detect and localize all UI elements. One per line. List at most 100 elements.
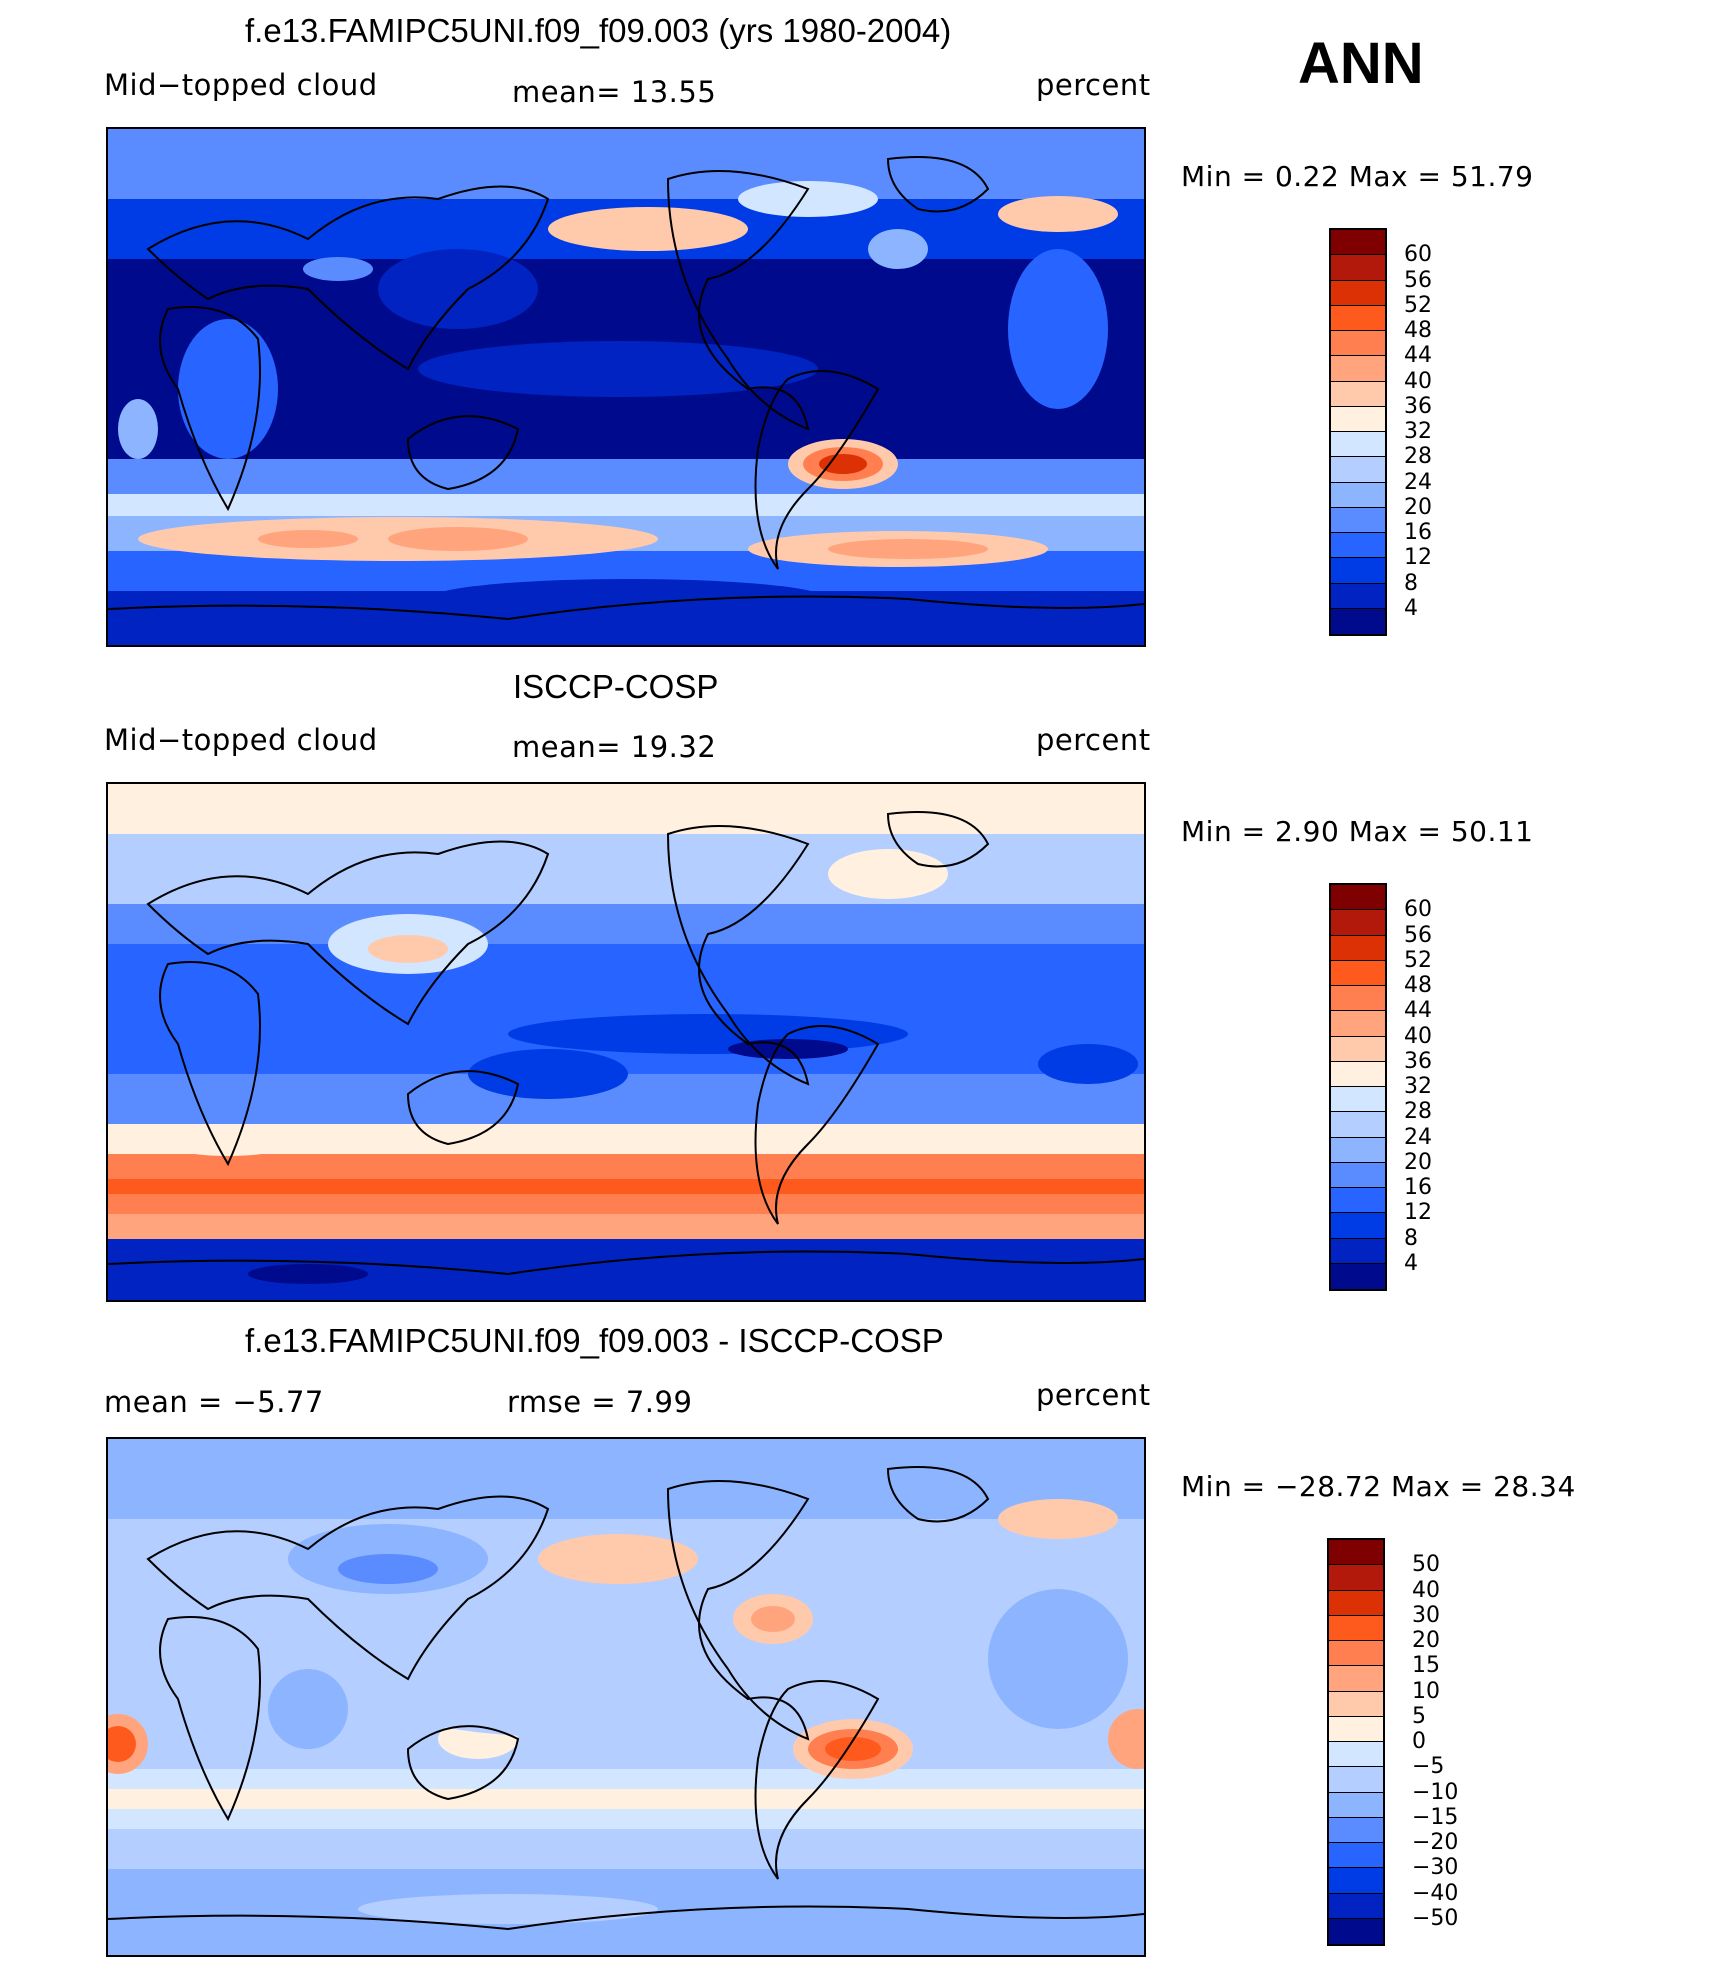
colorbar-swatch xyxy=(1331,255,1385,281)
colorbar-tick-label: 44 xyxy=(1404,998,1432,1024)
panel3-mean-label: mean = −5.77 xyxy=(104,1385,324,1419)
panel3-title: f.e13.FAMIPC5UNI.f09_f09.003 - ISCCP-COS… xyxy=(245,1322,944,1359)
colorbar-tick-label: 16 xyxy=(1404,1175,1432,1200)
colorbar-swatch xyxy=(1331,910,1385,936)
panel1-map xyxy=(106,127,1146,647)
colorbar-swatch xyxy=(1331,457,1385,483)
colorbar-swatch xyxy=(1331,1087,1385,1113)
colorbar-tick-label: 52 xyxy=(1404,292,1432,318)
colorbar-swatch xyxy=(1331,1213,1385,1239)
panel1-mean-label: mean= 13.55 xyxy=(512,75,717,109)
colorbar-tick-label: 60 xyxy=(1404,897,1432,923)
colorbar-tick-label: 4 xyxy=(1404,595,1418,621)
colorbar-swatch xyxy=(1329,1817,1383,1843)
colorbar-tick-label: 48 xyxy=(1404,318,1432,343)
colorbar-tick-label: 16 xyxy=(1404,520,1432,545)
colorbar-swatch xyxy=(1329,1767,1383,1793)
colorbar-swatch xyxy=(1329,1792,1383,1818)
colorbar-tick-label: −30 xyxy=(1412,1855,1459,1881)
colorbar-swatch xyxy=(1329,1742,1383,1768)
colorbar-tick-label: 20 xyxy=(1412,1628,1440,1653)
colorbar-swatch xyxy=(1329,1565,1383,1591)
colorbar-tick-label: 40 xyxy=(1412,1577,1440,1603)
colorbar-tick-label: 24 xyxy=(1404,469,1432,495)
panel2-mean-label: mean= 19.32 xyxy=(512,730,717,764)
colorbar-swatch xyxy=(1331,1011,1385,1037)
colorbar-tick-label: 52 xyxy=(1404,947,1432,973)
panel2-units-label: percent xyxy=(1036,723,1151,757)
panel1-minmax: Min = 0.22 Max = 51.79 xyxy=(1181,160,1534,193)
colorbar-swatch xyxy=(1329,1716,1383,1742)
colorbar-swatch xyxy=(1331,885,1385,911)
colorbar-swatch xyxy=(1331,280,1385,306)
colorbar-tick-label: 56 xyxy=(1404,922,1432,948)
panel2-map xyxy=(106,782,1146,1302)
colorbar-tick-label: 10 xyxy=(1412,1678,1440,1704)
colorbar-swatch xyxy=(1329,1540,1383,1566)
colorbar-swatch xyxy=(1331,230,1385,256)
colorbar-swatch xyxy=(1331,1238,1385,1264)
colorbar-tick-label: 20 xyxy=(1404,494,1432,520)
colorbar-tick-label: −10 xyxy=(1412,1779,1459,1805)
colorbar-tick-label: 40 xyxy=(1404,1023,1432,1049)
colorbar-tick-label: 0 xyxy=(1412,1729,1426,1754)
panel1-title: f.e13.FAMIPC5UNI.f09_f09.003 (yrs 1980-2… xyxy=(245,12,952,49)
colorbar-tick-label: 32 xyxy=(1404,1074,1432,1099)
colorbar-swatch xyxy=(1331,608,1385,634)
colorbar-swatch xyxy=(1329,1868,1383,1894)
colorbar-swatch xyxy=(1331,381,1385,407)
colorbar-tick-label: 56 xyxy=(1404,267,1432,293)
colorbar-swatch xyxy=(1331,356,1385,382)
colorbar-tick-label: 5 xyxy=(1412,1703,1426,1729)
colorbar-swatch xyxy=(1331,432,1385,458)
colorbar-tick-label: 36 xyxy=(1404,393,1432,419)
colorbar-tick-label: 8 xyxy=(1404,570,1418,596)
panel3-colorbar xyxy=(1327,1538,1385,1946)
colorbar-swatch xyxy=(1331,986,1385,1012)
colorbar-swatch xyxy=(1331,507,1385,533)
colorbar-tick-label: 40 xyxy=(1404,368,1432,394)
colorbar-tick-label: 12 xyxy=(1404,1200,1432,1226)
colorbar-tick-label: −20 xyxy=(1412,1830,1459,1855)
colorbar-tick-label: 20 xyxy=(1404,1149,1432,1175)
colorbar-tick-label: 50 xyxy=(1412,1552,1440,1578)
colorbar-tick-label: −50 xyxy=(1412,1905,1459,1931)
colorbar-tick-label: 24 xyxy=(1404,1124,1432,1150)
colorbar-swatch xyxy=(1329,1893,1383,1919)
panel3-rmse-label: rmse = 7.99 xyxy=(507,1385,693,1419)
colorbar-swatch xyxy=(1331,558,1385,584)
colorbar-swatch xyxy=(1329,1590,1383,1616)
panel2-colorbar xyxy=(1329,883,1387,1291)
colorbar-swatch xyxy=(1331,1137,1385,1163)
colorbar-swatch xyxy=(1331,331,1385,357)
colorbar-tick-label: 28 xyxy=(1404,1099,1432,1125)
colorbar-tick-label: 12 xyxy=(1404,545,1432,571)
panel2-minmax: Min = 2.90 Max = 50.11 xyxy=(1181,815,1534,848)
panel1-colorbar xyxy=(1329,228,1387,636)
panel1-map-svg xyxy=(108,129,1144,645)
colorbar-tick-label: 48 xyxy=(1404,973,1432,998)
colorbar-tick-label: 32 xyxy=(1404,419,1432,444)
colorbar-swatch xyxy=(1329,1666,1383,1692)
panel3-map-svg xyxy=(108,1439,1144,1955)
colorbar-tick-label: 30 xyxy=(1412,1602,1440,1628)
colorbar-tick-label: 28 xyxy=(1404,444,1432,470)
colorbar-swatch xyxy=(1329,1691,1383,1717)
colorbar-swatch xyxy=(1331,935,1385,961)
colorbar-tick-label: 15 xyxy=(1412,1653,1440,1679)
colorbar-tick-label: 4 xyxy=(1404,1250,1418,1276)
colorbar-swatch xyxy=(1329,1843,1383,1869)
season-label: ANN xyxy=(1298,31,1424,96)
colorbar-swatch xyxy=(1329,1615,1383,1641)
panel2-title: ISCCP-COSP xyxy=(513,668,719,705)
colorbar-swatch xyxy=(1331,1112,1385,1138)
colorbar-swatch xyxy=(1331,1061,1385,1087)
panel1-variable-label: Mid−topped cloud xyxy=(104,68,378,102)
colorbar-tick-label: −5 xyxy=(1412,1754,1445,1780)
colorbar-tick-label: 44 xyxy=(1404,343,1432,369)
colorbar-tick-label: 8 xyxy=(1404,1225,1418,1251)
colorbar-tick-label: 36 xyxy=(1404,1048,1432,1074)
colorbar-swatch xyxy=(1331,583,1385,609)
panel3-map xyxy=(106,1437,1146,1957)
panel3-units-label: percent xyxy=(1036,1378,1151,1412)
